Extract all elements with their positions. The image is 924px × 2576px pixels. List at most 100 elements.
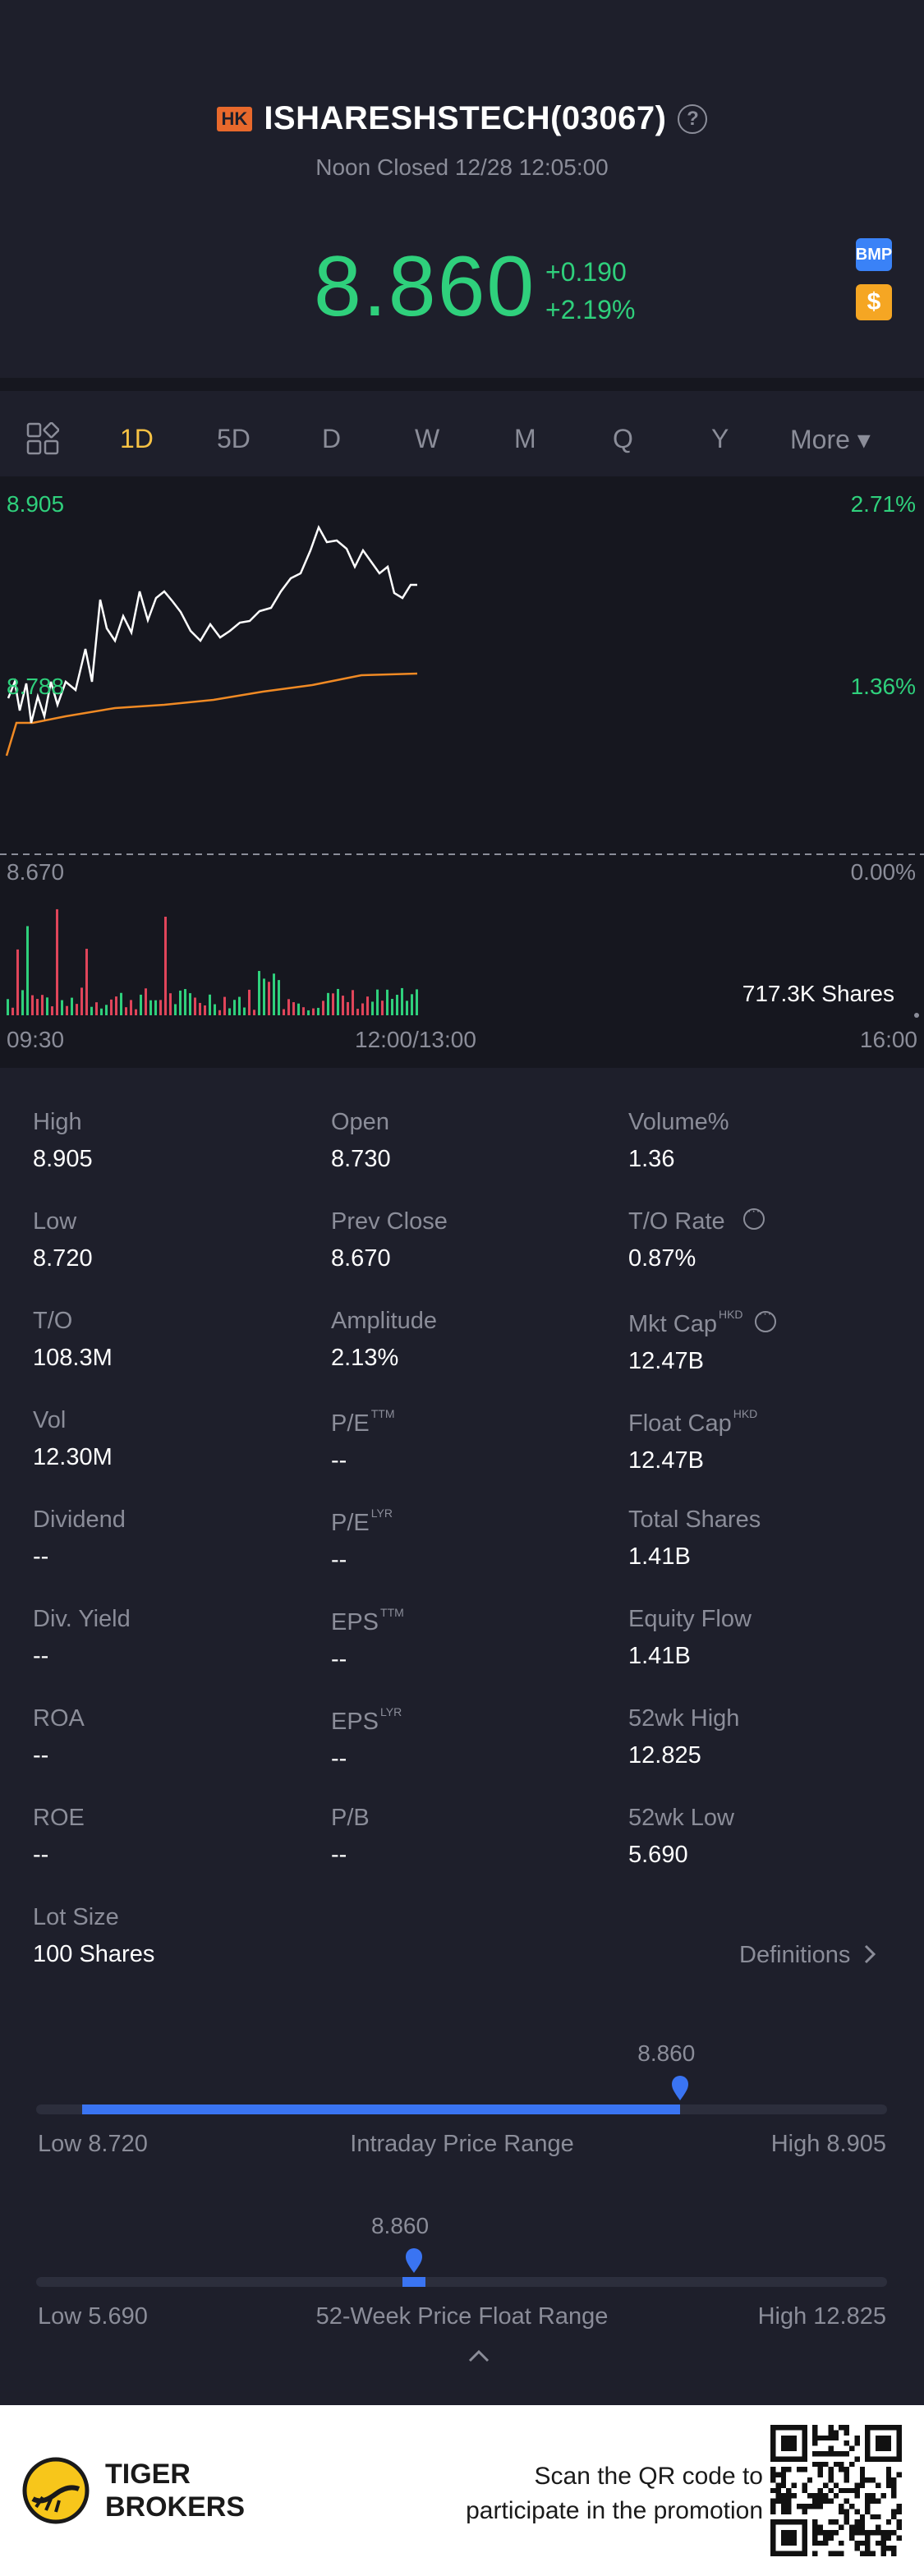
qr-module — [839, 2461, 844, 2468]
volume-bar — [406, 1000, 408, 1015]
volume-bar — [51, 1006, 53, 1015]
volume-bar — [209, 994, 211, 1015]
more-info-icon[interactable] — [742, 1204, 765, 1230]
qr-module — [865, 2493, 871, 2499]
volume-bar — [223, 996, 226, 1015]
volume-bar — [120, 992, 122, 1015]
qr-module — [828, 2535, 834, 2541]
qr-module — [859, 2524, 866, 2530]
stats-panel: High 8.905 Open 8.730 Volume% 1.36 Low 8… — [0, 1068, 924, 2407]
tab-d[interactable]: D — [322, 424, 342, 453]
qr-module — [817, 2461, 823, 2468]
qr-module — [891, 2477, 897, 2483]
qr-module — [859, 2530, 866, 2536]
volume-bar — [233, 1000, 236, 1015]
qr-module — [791, 2493, 797, 2499]
qr-module — [807, 2504, 813, 2509]
volume-bar — [243, 1007, 246, 1015]
qr-module — [854, 2435, 860, 2441]
price-change: +0.190 +2.19% — [545, 253, 635, 329]
qr-code-icon[interactable] — [770, 2425, 902, 2556]
brand-name: TIGER BROKERS — [105, 2459, 246, 2523]
stat-eps-ttm: EPS TTM -- — [331, 1606, 404, 1672]
qr-module — [849, 2445, 855, 2451]
week52-range-fill — [402, 2277, 425, 2287]
qr-module — [828, 2430, 834, 2436]
qr-module — [780, 2493, 787, 2499]
tab-q[interactable]: Q — [613, 424, 633, 453]
stat-total-shares: Total Shares 1.41B — [628, 1506, 761, 1570]
qr-module — [880, 2540, 886, 2546]
qr-module — [844, 2425, 849, 2431]
qr-module — [786, 2487, 792, 2494]
qr-module — [780, 2504, 787, 2509]
qr-module — [823, 2435, 829, 2441]
qr-module — [812, 2519, 818, 2525]
volume-bar — [228, 1008, 231, 1015]
volume-bar — [179, 990, 182, 1015]
qr-module — [839, 2487, 844, 2494]
volume-bar — [115, 996, 117, 1015]
qr-module — [891, 2546, 897, 2551]
volume-bar — [287, 999, 290, 1015]
intraday-range-fill — [82, 2104, 681, 2114]
qr-module — [844, 2514, 849, 2520]
price-line — [7, 524, 417, 724]
qr-module — [817, 2504, 823, 2509]
time-mid-label: 12:00/13:00 — [355, 1027, 476, 1052]
volume-bar — [61, 1000, 63, 1015]
qr-module — [780, 2509, 787, 2514]
volume-bar — [411, 994, 413, 1015]
qr-module — [775, 2472, 781, 2477]
volume-bar — [214, 1004, 216, 1015]
definitions-link[interactable]: Definitions — [739, 1942, 878, 1969]
qr-module — [812, 2498, 818, 2504]
bmp-icon[interactable]: BMP — [856, 238, 892, 271]
qr-module — [854, 2482, 860, 2488]
dollar-icon[interactable]: $ — [856, 284, 892, 320]
help-icon[interactable]: ? — [678, 104, 708, 134]
volume-bar — [41, 995, 44, 1015]
tab-5d[interactable]: 5D — [217, 424, 251, 453]
qr-module — [780, 2435, 797, 2451]
chart-grid-icon[interactable] — [26, 422, 59, 455]
more-info-icon[interactable] — [754, 1307, 776, 1333]
qr-module — [891, 2493, 897, 2499]
tab-more[interactable]: More ▾ — [790, 425, 871, 454]
promo-text: Scan the QR code to participate in the p… — [466, 2463, 763, 2524]
qr-module — [807, 2493, 813, 2499]
volume-bar — [56, 908, 58, 1015]
volume-bar — [238, 996, 241, 1015]
qr-module — [780, 2467, 787, 2472]
tab-y[interactable]: Y — [711, 424, 729, 453]
volume-bar — [159, 1000, 162, 1015]
qr-module — [891, 2530, 897, 2536]
qr-module — [891, 2482, 897, 2488]
price-row: 8.860 +0.190 +2.19% — [0, 238, 924, 345]
qr-module — [833, 2493, 839, 2499]
qr-module — [812, 2530, 818, 2536]
tab-1d[interactable]: 1D — [120, 424, 154, 453]
qr-module — [817, 2451, 823, 2457]
volume-bar — [322, 1000, 324, 1015]
tab-m[interactable]: M — [514, 424, 536, 453]
volume-bar — [258, 971, 260, 1015]
price-high-label: 8.905 — [7, 491, 65, 517]
volume-bar — [46, 997, 48, 1015]
intraday-chart[interactable]: 8.905 2.71% 8.788 1.36% 8.670 0.00% 717.… — [0, 476, 924, 1068]
volume-bar — [90, 1006, 93, 1015]
qr-module — [770, 2467, 776, 2472]
chevron-up-icon[interactable] — [467, 2344, 491, 2369]
qr-module — [802, 2504, 807, 2509]
volume-bar — [366, 996, 369, 1015]
volume-bar — [169, 993, 172, 1015]
qr-module — [823, 2482, 829, 2488]
volume-bar — [189, 993, 191, 1015]
qr-module — [828, 2551, 834, 2556]
qr-module — [828, 2530, 834, 2536]
volume-bar — [292, 1002, 295, 1015]
qr-module — [775, 2482, 781, 2488]
tab-w[interactable]: W — [415, 424, 440, 453]
qr-module — [859, 2472, 866, 2477]
qr-module — [797, 2467, 802, 2472]
